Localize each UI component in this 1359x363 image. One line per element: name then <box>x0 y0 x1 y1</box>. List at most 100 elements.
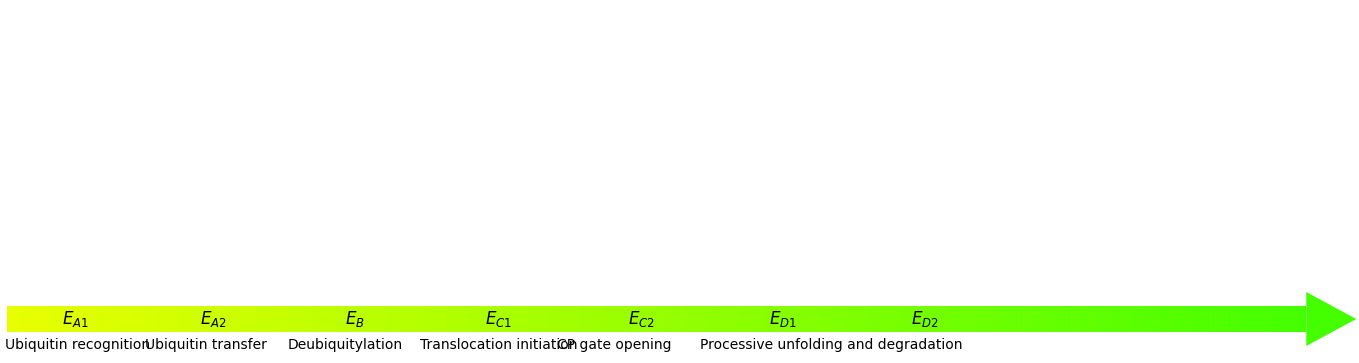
Bar <box>955 306 958 332</box>
Bar <box>299 306 302 332</box>
Bar <box>1146 306 1148 332</box>
Bar <box>394 306 397 332</box>
Bar <box>788 306 791 332</box>
Bar <box>1181 306 1182 332</box>
Text: $E_{D2}$: $E_{D2}$ <box>911 309 939 329</box>
Bar <box>239 306 241 332</box>
Bar <box>266 306 269 332</box>
Bar <box>783 306 784 332</box>
Bar <box>1265 306 1268 332</box>
Bar <box>803 306 806 332</box>
Bar <box>11 306 14 332</box>
Bar <box>537 306 540 332</box>
Bar <box>429 306 431 332</box>
Bar <box>1189 306 1192 332</box>
Bar <box>1083 306 1086 332</box>
Bar <box>1188 306 1189 332</box>
Bar <box>568 306 569 332</box>
Bar <box>440 306 442 332</box>
Bar <box>1011 306 1014 332</box>
Bar <box>1261 306 1263 332</box>
Bar <box>945 306 947 332</box>
Bar <box>91 306 94 332</box>
Bar <box>674 306 675 332</box>
Bar <box>579 306 580 332</box>
Bar <box>769 306 772 332</box>
Bar <box>500 306 503 332</box>
Bar <box>258 306 260 332</box>
Bar <box>1025 306 1027 332</box>
Bar <box>117 306 120 332</box>
Bar <box>1055 306 1057 332</box>
Bar <box>65 306 68 332</box>
Bar <box>31 306 33 332</box>
Bar <box>1102 306 1105 332</box>
Bar <box>911 306 912 332</box>
Bar <box>553 306 554 332</box>
Bar <box>405 306 408 332</box>
Bar <box>606 306 609 332</box>
Bar <box>853 306 856 332</box>
Bar <box>1038 306 1040 332</box>
Bar <box>996 306 999 332</box>
Bar <box>535 306 537 332</box>
Bar <box>262 306 265 332</box>
Bar <box>561 306 564 332</box>
Bar <box>825 306 828 332</box>
Bar <box>211 306 212 332</box>
Bar <box>22 306 24 332</box>
Bar <box>718 306 719 332</box>
Bar <box>991 306 992 332</box>
Bar <box>912 306 915 332</box>
Bar <box>208 306 211 332</box>
Bar <box>427 306 429 332</box>
Bar <box>1215 306 1218 332</box>
Bar <box>52 306 54 332</box>
Bar <box>1268 306 1269 332</box>
Bar <box>1219 306 1222 332</box>
Bar <box>455 306 457 332</box>
Bar <box>68 306 69 332</box>
Bar <box>893 306 894 332</box>
Bar <box>318 306 321 332</box>
Bar <box>949 306 951 332</box>
Bar <box>1167 306 1170 332</box>
Bar <box>457 306 459 332</box>
Bar <box>871 306 872 332</box>
Bar <box>1000 306 1003 332</box>
Bar <box>1254 306 1257 332</box>
Bar <box>780 306 783 332</box>
Bar <box>648 306 650 332</box>
Bar <box>520 306 522 332</box>
Bar <box>1248 306 1250 332</box>
Bar <box>802 306 803 332</box>
Bar <box>925 306 927 332</box>
Bar <box>434 306 436 332</box>
Bar <box>219 306 222 332</box>
Bar <box>1305 306 1306 332</box>
Bar <box>201 306 204 332</box>
Bar <box>1224 306 1226 332</box>
Bar <box>550 306 553 332</box>
Bar <box>284 306 287 332</box>
Bar <box>61 306 63 332</box>
Bar <box>739 306 741 332</box>
Bar <box>46 306 48 332</box>
Bar <box>927 306 930 332</box>
Bar <box>734 306 737 332</box>
Text: Ubiquitin recognition: Ubiquitin recognition <box>5 338 149 352</box>
Bar <box>733 306 734 332</box>
Bar <box>511 306 514 332</box>
Bar <box>378 306 379 332</box>
Bar <box>1166 306 1167 332</box>
Bar <box>145 306 148 332</box>
Bar <box>24 306 26 332</box>
Bar <box>481 306 484 332</box>
Bar <box>190 306 193 332</box>
Bar <box>1060 306 1061 332</box>
Bar <box>404 306 405 332</box>
Bar <box>113 306 116 332</box>
Bar <box>628 306 631 332</box>
Bar <box>713 306 715 332</box>
Bar <box>280 306 281 332</box>
